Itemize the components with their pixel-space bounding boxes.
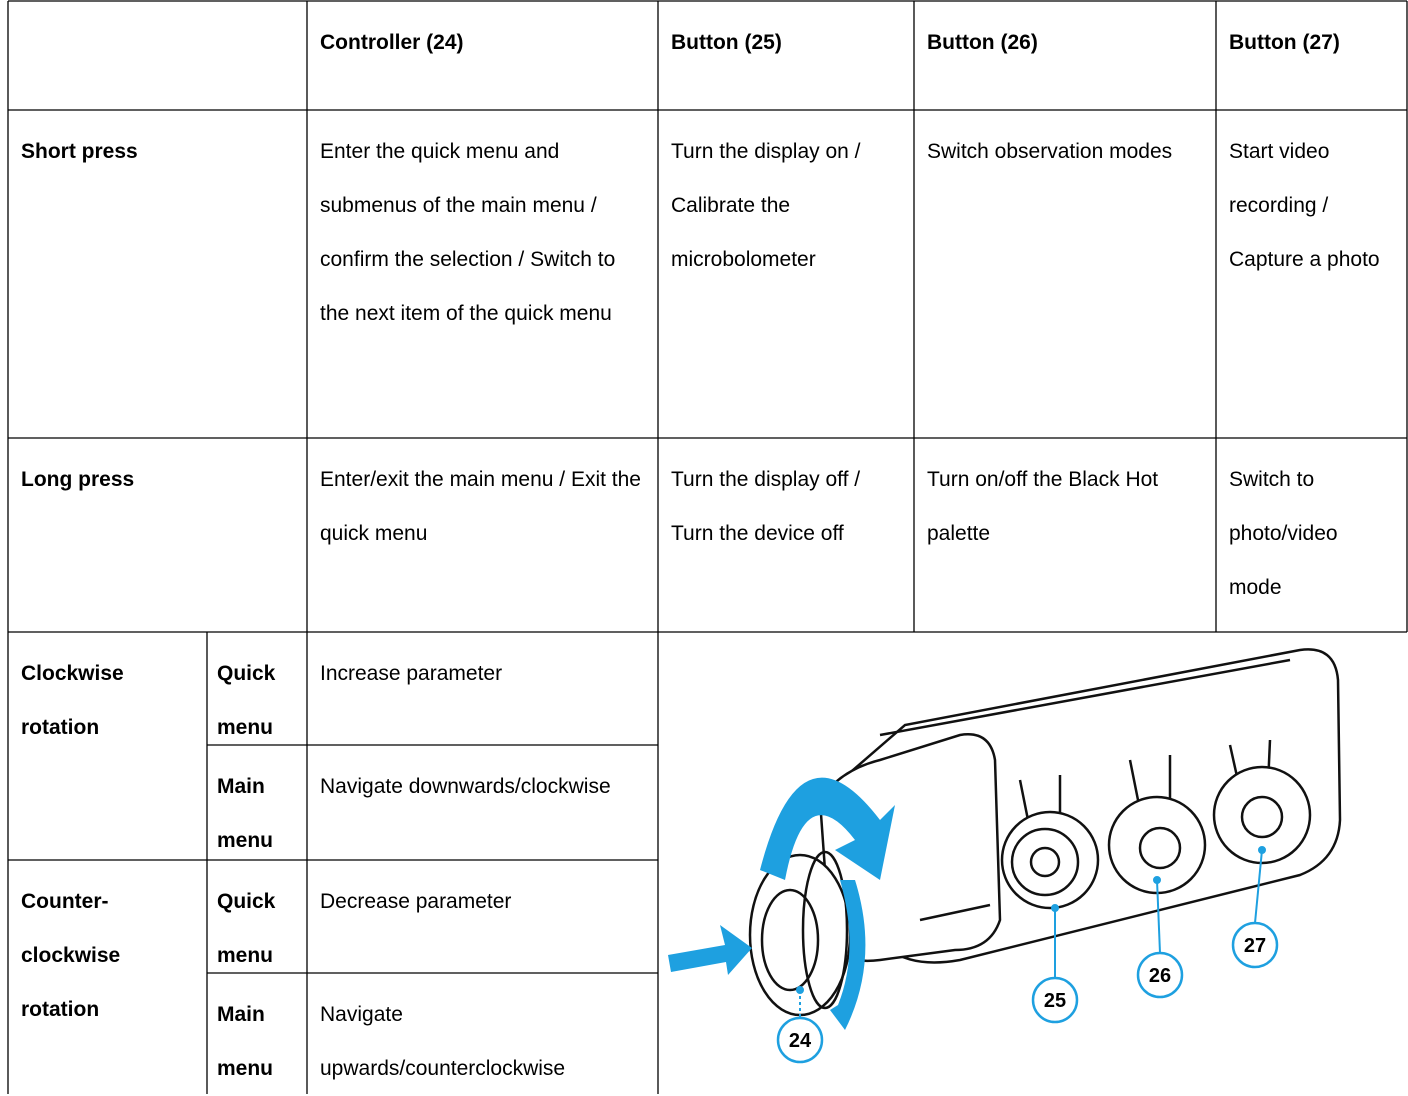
callout-label: 25 bbox=[1044, 990, 1066, 1012]
table-cell: Enter the quick menu and submenus of the… bbox=[320, 140, 616, 325]
table-cell: Navigate upwards/counterclockwise bbox=[320, 1003, 566, 1080]
row-label: Counter-clockwise rotation bbox=[21, 890, 121, 1021]
table-cell: Turn the display off / Turn the device o… bbox=[671, 468, 861, 545]
header-cell: Button (26) bbox=[927, 31, 1038, 54]
table-cell: Enter/exit the main menu / Exit the quic… bbox=[320, 468, 641, 545]
header-cell: Button (25) bbox=[671, 31, 782, 54]
callout-circle bbox=[1231, 921, 1279, 969]
device-illustration bbox=[748, 648, 1342, 1017]
mode-label: Quick menu bbox=[217, 662, 276, 739]
table-cell: Navigate downwards/clockwise bbox=[320, 775, 611, 798]
callout-circle bbox=[1031, 976, 1079, 1024]
mode-label: Main menu bbox=[217, 1003, 274, 1080]
callout: 26 bbox=[1136, 951, 1184, 999]
header-cell: Button (27) bbox=[1229, 31, 1340, 54]
row-label: Long press bbox=[21, 468, 135, 491]
callout: 27 bbox=[1231, 921, 1279, 969]
row-label: Clockwise rotation bbox=[21, 662, 124, 739]
callout-label: 27 bbox=[1244, 935, 1266, 957]
table-cell: Start video recording / Capture a photo bbox=[1229, 140, 1380, 271]
table-cell: Turn the display on / Calibrate the micr… bbox=[671, 140, 861, 271]
leader-lines bbox=[796, 846, 1266, 1018]
callout-circle bbox=[776, 1016, 824, 1064]
header-cell: Controller (24) bbox=[320, 31, 464, 54]
table-cell: Increase parameter bbox=[320, 662, 503, 685]
callout-label: 24 bbox=[789, 1030, 812, 1052]
callout: 25 bbox=[1031, 976, 1079, 1024]
table-cell: Decrease parameter bbox=[320, 890, 512, 913]
table-cell: Switch to photo/video mode bbox=[1229, 468, 1338, 599]
callout-circle bbox=[1136, 951, 1184, 999]
table-cell: Turn on/off the Black Hot palette bbox=[927, 468, 1159, 545]
rotation-arrows bbox=[668, 777, 895, 1030]
mode-label: Main menu bbox=[217, 775, 274, 852]
callout-label: 26 bbox=[1149, 965, 1171, 987]
callout: 24 bbox=[776, 1016, 824, 1064]
row-label: Short press bbox=[21, 140, 138, 163]
mode-label: Quick menu bbox=[217, 890, 276, 967]
table-cell: Switch observation modes bbox=[927, 140, 1173, 163]
